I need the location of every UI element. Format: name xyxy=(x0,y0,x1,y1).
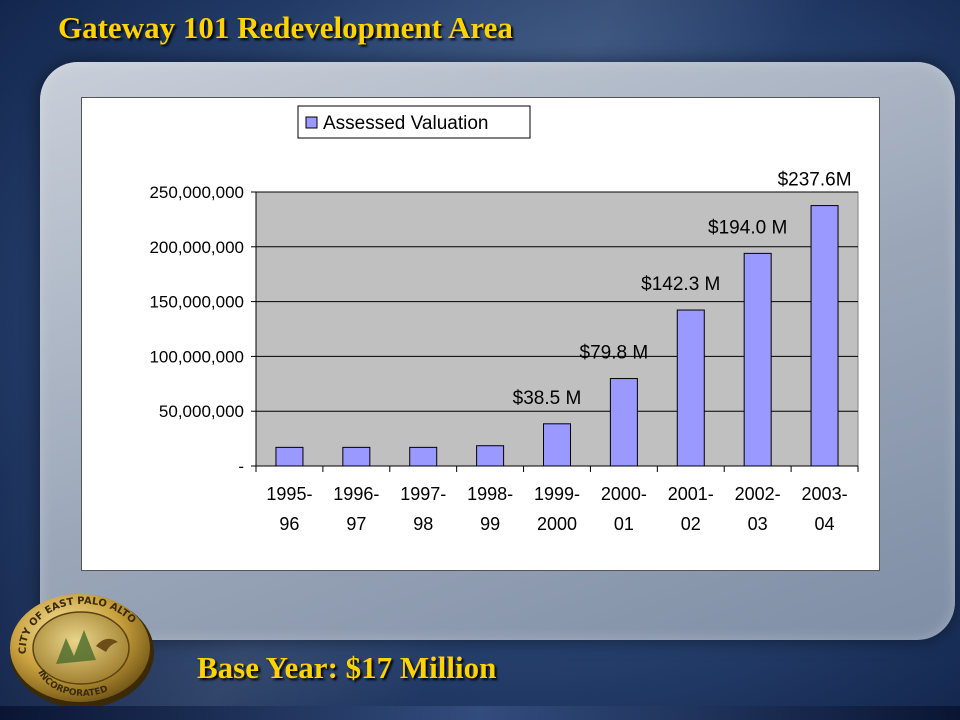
bottom-border xyxy=(0,706,960,720)
x-tick-label: 1999- xyxy=(534,484,580,504)
bar-chart: - 50,000,000 100,000,000 150,000,000 200,000… xyxy=(149,105,859,534)
x-tick-label: 04 xyxy=(815,514,835,534)
data-label: $38.5 M xyxy=(513,388,582,409)
x-tick-label: 97 xyxy=(346,514,366,534)
x-tick-label: 2003- xyxy=(802,484,848,504)
x-tick-label: 2002- xyxy=(735,484,781,504)
base-year-caption: Base Year: $17 Million xyxy=(197,650,497,685)
data-label: $237.6M xyxy=(778,170,852,191)
x-tick-label: 2000- xyxy=(601,484,647,504)
x-tick-label: 2000 xyxy=(537,514,577,534)
bar xyxy=(476,445,505,467)
bar xyxy=(743,252,772,467)
y-tick-label: 150,000,000 xyxy=(149,293,244,312)
city-seal-icon: CITY OF EAST PALO ALTO INCORPORATED xyxy=(4,586,154,710)
y-tick-label: 100,000,000 xyxy=(149,347,244,366)
chart-area: - 50,000,000 100,000,000 150,000,000 200,000… xyxy=(81,97,880,571)
x-tick-label: 1997- xyxy=(400,484,446,504)
y-tick-label: 200,000,000 xyxy=(149,238,244,257)
legend-box xyxy=(297,105,531,139)
bar xyxy=(810,205,839,467)
legend-label: Assessed Valuation xyxy=(323,113,488,134)
bar xyxy=(342,446,371,467)
data-label: $79.8 M xyxy=(580,343,649,364)
x-tick-label: 1995- xyxy=(266,484,312,504)
x-tick-label: 1998- xyxy=(467,484,513,504)
x-tick-label: 2001- xyxy=(668,484,714,504)
legend-swatch xyxy=(305,116,318,129)
y-tick-label: - xyxy=(238,457,244,476)
bar xyxy=(409,446,438,467)
data-label: $194.0 M xyxy=(708,217,787,238)
y-tick-label: 50,000,000 xyxy=(159,402,244,421)
x-tick-label: 03 xyxy=(748,514,768,534)
y-tick-label: 250,000,000 xyxy=(149,183,244,202)
x-tick-label: 99 xyxy=(480,514,500,534)
bar xyxy=(676,309,705,467)
x-tick-label: 98 xyxy=(413,514,433,534)
bar xyxy=(609,378,638,467)
x-tick-label: 96 xyxy=(279,514,299,534)
slide-title: Gateway 101 Redevelopment Area xyxy=(58,10,513,45)
x-tick-label: 01 xyxy=(614,514,634,534)
x-tick-label: 1996- xyxy=(333,484,379,504)
bar xyxy=(543,423,571,467)
x-tick-label: 02 xyxy=(681,514,701,534)
bar xyxy=(275,446,304,467)
data-label: $142.3 M xyxy=(641,274,720,295)
